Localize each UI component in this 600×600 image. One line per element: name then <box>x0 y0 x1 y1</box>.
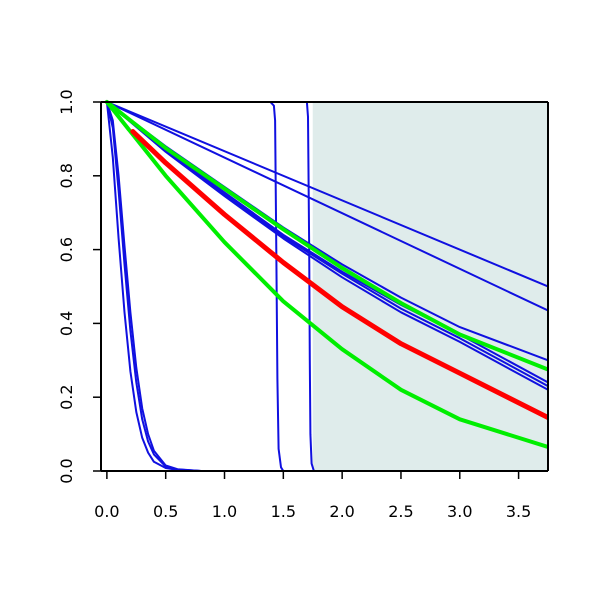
x-tick-label: 3.0 <box>447 502 472 521</box>
x-tick-label: 1.0 <box>212 502 237 521</box>
y-tick-label: 0.4 <box>57 311 76 336</box>
series-line-green-12 <box>104 100 548 372</box>
series-line-red-14 <box>130 129 548 420</box>
shaded-region <box>312 102 548 471</box>
y-tick-label: 0.2 <box>57 384 76 409</box>
y-tick-label: 0.6 <box>57 237 76 262</box>
y-tick-label: 1.0 <box>57 89 76 114</box>
x-tick-label: 2.0 <box>329 502 354 521</box>
x-tick-label: 1.5 <box>271 502 296 521</box>
x-tick-label: 0.5 <box>153 502 178 521</box>
series-line-blue-2 <box>105 101 548 312</box>
y-tick-label: 0.0 <box>57 458 76 483</box>
series-line-blue-10 <box>105 101 548 471</box>
series-line-blue-5 <box>105 101 548 388</box>
y-tick-label: 0.8 <box>57 163 76 188</box>
series-line-blue-1 <box>105 101 548 288</box>
x-tick-label: 0.0 <box>94 502 119 521</box>
series-line-blue-6 <box>105 101 548 391</box>
x-tick-label: 2.5 <box>388 502 413 521</box>
series-line-blue-11 <box>105 101 548 471</box>
x-tick-label: 3.5 <box>506 502 531 521</box>
series-line-green-13 <box>104 100 548 449</box>
